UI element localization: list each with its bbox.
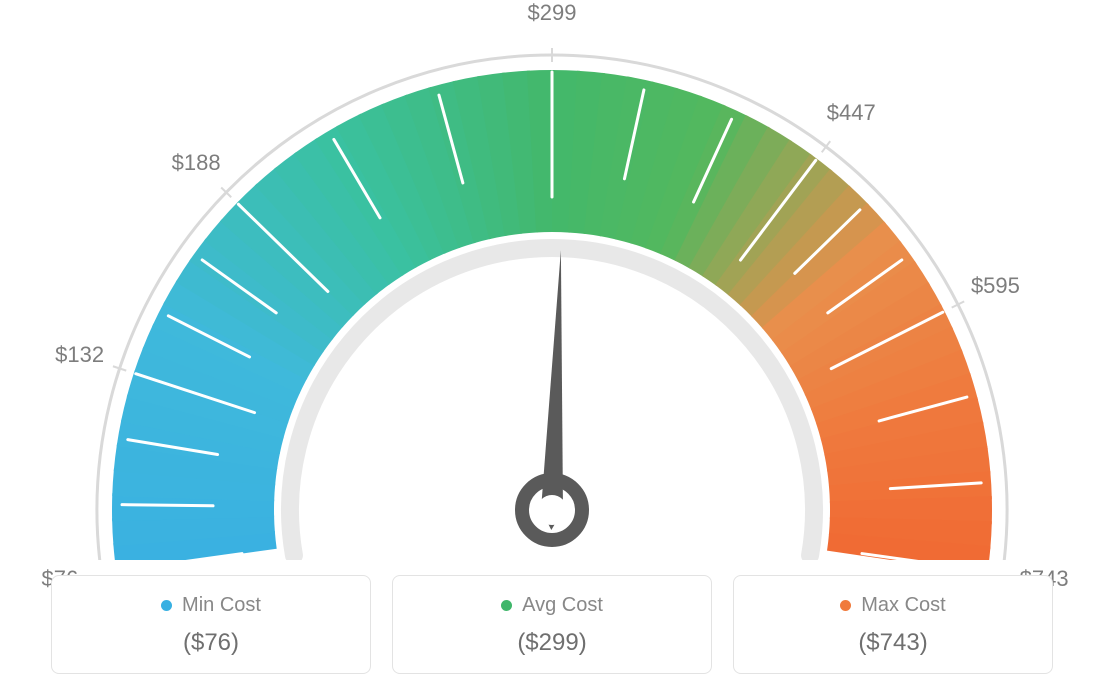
gauge-tick-label: $188 — [156, 150, 236, 176]
legend-value: ($743) — [744, 629, 1042, 657]
legend-title: Avg Cost — [501, 594, 603, 617]
gauge-tick-label: $595 — [955, 273, 1035, 299]
legend-dot-icon — [840, 600, 851, 611]
legend-label: Min Cost — [182, 594, 261, 617]
legend-value: ($299) — [403, 629, 701, 657]
legend-title: Min Cost — [161, 594, 261, 617]
legend-label: Max Cost — [861, 594, 945, 617]
legend-title: Max Cost — [840, 594, 945, 617]
legend-label: Avg Cost — [522, 594, 603, 617]
legend-box-max: Max Cost ($743) — [733, 575, 1053, 674]
gauge-chart: $76$132$188$299$447$595$743 — [0, 0, 1104, 560]
gauge-tick-label: $447 — [811, 100, 891, 126]
legend-dot-icon — [161, 600, 172, 611]
legend-box-avg: Avg Cost ($299) — [392, 575, 712, 674]
gauge-svg — [0, 0, 1104, 560]
legend-value: ($76) — [62, 629, 360, 657]
gauge-tick-label: $132 — [40, 342, 120, 368]
gauge-tick-label: $299 — [512, 0, 592, 26]
legend-dot-icon — [501, 600, 512, 611]
legend-row: Min Cost ($76) Avg Cost ($299) Max Cost ($743… — [0, 575, 1104, 674]
legend-box-min: Min Cost ($76) — [51, 575, 371, 674]
